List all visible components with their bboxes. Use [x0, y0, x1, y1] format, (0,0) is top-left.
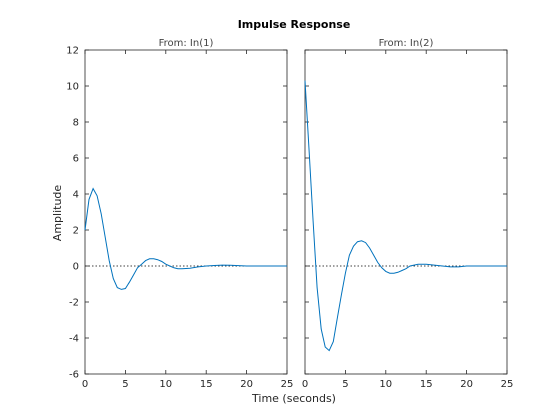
x-tick-label: 0	[82, 379, 88, 390]
impulse-response-line-1	[84, 187, 287, 290]
x-tick-label: 25	[281, 379, 294, 390]
x-tick-label: 5	[122, 379, 128, 390]
chart-title: Impulse Response	[238, 18, 351, 31]
panel-subtitle-1: From: In(1)	[159, 38, 214, 49]
y-tick-label: -4	[69, 334, 79, 345]
y-tick-label: 12	[66, 46, 79, 57]
x-axis-label: Time (seconds)	[251, 392, 336, 405]
x-tick-label: 20	[460, 379, 473, 390]
y-tick-label: 8	[73, 118, 79, 129]
impulse-response-line-2	[304, 80, 507, 352]
x-tick-label: 15	[420, 379, 433, 390]
y-tick-label: 6	[73, 154, 79, 165]
y-tick-label: -2	[69, 298, 79, 309]
x-tick-label: 10	[379, 379, 392, 390]
plot-panels: From: In(1) 0 5 10 15 20 25 -6 -4 -2 0 2 4 6 8 10 12 From…	[66, 38, 513, 390]
x-tick-label: 25	[501, 379, 514, 390]
panel-subtitle-2: From: In(2)	[379, 38, 434, 49]
y-tick-label: 0	[73, 262, 79, 273]
x-tick-label: 5	[342, 379, 348, 390]
plot-area-2	[304, 49, 508, 375]
x-tick-label: 0	[302, 379, 308, 390]
y-tick-label: 4	[73, 190, 79, 201]
x-tick-label: 20	[240, 379, 253, 390]
plot-area-1	[84, 49, 288, 375]
y-axis-label: Amplitude	[51, 185, 64, 242]
y-tick-label: 2	[73, 226, 79, 237]
x-tick-label: 15	[200, 379, 213, 390]
y-tick-label: 10	[66, 82, 79, 93]
y-tick-label: -6	[69, 370, 79, 381]
x-tick-label: 10	[159, 379, 172, 390]
